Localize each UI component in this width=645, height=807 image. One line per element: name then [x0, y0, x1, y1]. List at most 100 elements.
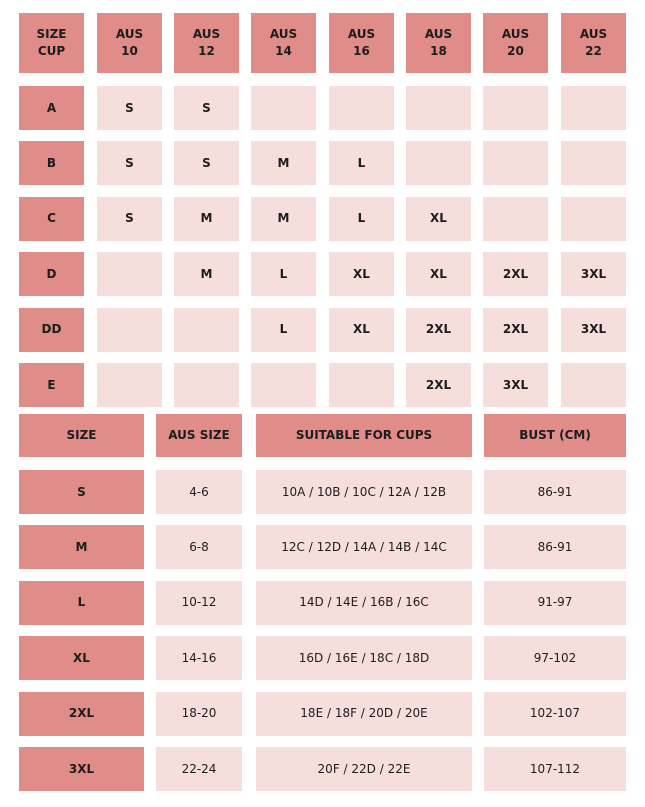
cell-text: XL: [353, 266, 370, 281]
cell-text: L: [357, 211, 366, 226]
cell-text: B: [46, 155, 57, 170]
size-cell: [97, 307, 162, 352]
guide-cell: 97-102: [484, 636, 626, 681]
header-text: BUST (CM): [519, 428, 591, 442]
size-cell: [561, 141, 626, 186]
size-cell: L: [329, 141, 394, 186]
size-cell: 3XL: [561, 307, 626, 352]
cell-text: 3XL: [580, 322, 607, 337]
size-cell: 2XL: [406, 363, 471, 407]
header-text: 18: [430, 44, 447, 58]
cell-text: 10A / 10B / 10C / 12A / 12B: [281, 484, 447, 499]
guide-cell: 86-91: [484, 470, 626, 514]
size-cell: [174, 363, 239, 407]
header-cell: AUS 18: [406, 13, 471, 73]
cell-text: S: [202, 155, 211, 170]
cell-text: C: [47, 211, 56, 226]
header-text: AUS: [579, 27, 608, 41]
cell-text: 3XL: [502, 377, 529, 392]
cell-text: 97-102: [533, 650, 577, 665]
cell-text: XL: [430, 211, 447, 226]
size-cell: L: [251, 252, 316, 297]
guide-cell: 14D / 14E / 16B / 16C: [256, 580, 472, 625]
header-text: 10: [121, 44, 138, 58]
size-cell: M: [174, 252, 239, 297]
header-cell: SUITABLE FOR CUPS: [256, 414, 472, 457]
guide-cell: 12C / 12D / 14A / 14B / 14C: [256, 525, 472, 570]
header-cell: AUS 22: [561, 13, 626, 73]
cell-text: 22-24: [181, 761, 217, 776]
cell-text: D: [46, 266, 57, 281]
header-text: AUS: [424, 27, 453, 41]
size-cell: [483, 196, 548, 241]
guide-cell: 91-97: [484, 580, 626, 625]
guide-cell: 22-24: [156, 747, 242, 791]
header-text: AUS: [115, 27, 144, 41]
cell-text: 107-112: [529, 761, 581, 776]
size-cell: XL: [406, 252, 471, 297]
header-cell: AUS 12: [174, 13, 239, 73]
header-cell: BUST (CM): [484, 414, 626, 457]
size-cell: M: [251, 141, 316, 186]
cell-text: L: [77, 595, 86, 610]
guide-cell: 16D / 16E / 18C / 18D: [256, 636, 472, 681]
size-cell: XL: [329, 252, 394, 297]
size-cell: S: [174, 86, 239, 130]
guide-cell: 4-6: [156, 470, 242, 514]
size-label-cell: L: [19, 580, 144, 625]
size-cell: [251, 86, 316, 130]
guide-cell: 10A / 10B / 10C / 12A / 12B: [256, 470, 472, 514]
cell-text: 86-91: [537, 484, 573, 499]
size-cell: 2XL: [406, 307, 471, 352]
header-cell: AUS 16: [329, 13, 394, 73]
size-cell: S: [97, 86, 162, 130]
size-cell: [329, 86, 394, 130]
header-cell: SIZE CUP: [19, 13, 84, 73]
size-cell: 2XL: [483, 252, 548, 297]
header-cell: SIZE: [19, 414, 144, 457]
header-text: 14: [275, 44, 292, 58]
cell-text: 2XL: [68, 706, 95, 721]
cup-cell: DD: [19, 307, 84, 352]
cell-text: 14D / 14E / 16B / 16C: [299, 595, 429, 610]
size-cell: S: [97, 196, 162, 241]
guide-cell: 86-91: [484, 525, 626, 570]
cup-cell: A: [19, 86, 84, 130]
header-text: AUS SIZE: [168, 428, 230, 442]
size-cell: [329, 363, 394, 407]
guide-cell: 18E / 18F / 20D / 20E: [256, 691, 472, 736]
cell-text: E: [47, 377, 56, 392]
cell-text: S: [125, 100, 134, 115]
header-text: 16: [353, 44, 370, 58]
cell-text: 2XL: [502, 322, 529, 337]
header-text: AUS: [347, 27, 376, 41]
cell-text: L: [279, 322, 288, 337]
size-label-cell: 3XL: [19, 747, 144, 791]
cup-cell: B: [19, 141, 84, 186]
size-cell: 2XL: [483, 307, 548, 352]
cell-text: M: [75, 539, 88, 554]
size-cell: XL: [406, 196, 471, 241]
cell-text: 14-16: [181, 650, 217, 665]
cell-text: 18-20: [181, 706, 217, 721]
cell-text: 91-97: [537, 595, 573, 610]
size-cell: S: [174, 141, 239, 186]
cell-text: 16D / 16E / 18C / 18D: [298, 650, 430, 665]
size-label-cell: M: [19, 525, 144, 570]
header-text: CUP: [37, 44, 66, 58]
size-label-cell: S: [19, 470, 144, 514]
guide-cell: 10-12: [156, 580, 242, 625]
cell-text: 2XL: [502, 266, 529, 281]
guide-cell: 107-112: [484, 747, 626, 791]
size-cell: XL: [329, 307, 394, 352]
size-cell: 3XL: [561, 252, 626, 297]
cell-text: 12C / 12D / 14A / 14B / 14C: [281, 539, 447, 554]
cell-text: 2XL: [425, 377, 452, 392]
guide-cell: 18-20: [156, 691, 242, 736]
size-cell: [97, 252, 162, 297]
cup-cell: D: [19, 252, 84, 297]
cell-text: M: [200, 211, 213, 226]
header-text: SIZE: [66, 428, 97, 442]
cell-text: S: [125, 211, 134, 226]
